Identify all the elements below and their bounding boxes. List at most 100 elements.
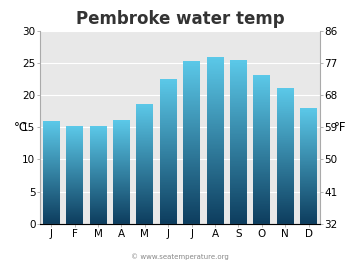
Bar [230,162,247,163]
Bar [183,171,200,172]
Bar [253,92,270,93]
Bar [113,126,130,127]
Bar [136,156,153,157]
Bar [230,67,247,68]
Bar [66,166,83,167]
Bar [183,112,200,113]
Bar [253,125,270,126]
Bar [300,154,317,155]
Bar [253,167,270,168]
Bar [160,191,177,192]
Bar [160,171,177,172]
Bar [300,192,317,193]
Bar [183,125,200,126]
Bar [113,177,130,178]
Bar [277,141,294,142]
Bar [277,213,294,214]
Bar [160,149,177,150]
Bar [230,179,247,180]
Bar [136,192,153,193]
Bar [66,127,83,128]
Bar [66,185,83,186]
Bar [277,120,294,121]
Bar [253,190,270,191]
Bar [90,160,107,161]
Bar [300,117,317,118]
Bar [300,146,317,147]
Bar [230,212,247,213]
Bar [136,122,153,123]
Bar [253,160,270,161]
Bar [66,178,83,179]
Bar [136,131,153,132]
Bar [66,187,83,188]
Bar [183,122,200,123]
Bar [160,99,177,100]
Bar [160,81,177,82]
Bar [230,164,247,165]
Bar [160,221,177,222]
Bar [253,176,270,177]
Bar [90,201,107,202]
Bar [183,110,200,111]
Bar [183,103,200,104]
Bar [66,164,83,165]
Bar [277,106,294,107]
Bar [160,119,177,120]
Bar [207,122,224,123]
Bar [90,140,107,141]
Bar [90,132,107,133]
Bar [207,108,224,109]
Bar [113,187,130,188]
Bar [160,197,177,198]
Bar [277,218,294,219]
Bar [113,206,130,207]
Bar [300,215,317,216]
Bar [183,211,200,212]
Bar [183,162,200,163]
Bar [183,202,200,203]
Bar [253,141,270,142]
Bar [113,146,130,147]
Bar [183,183,200,184]
Bar [43,143,60,144]
Bar [277,113,294,114]
Bar [43,188,60,189]
Bar [113,160,130,161]
Bar [183,168,200,169]
Bar [160,124,177,125]
Bar [160,188,177,189]
Bar [300,176,317,177]
Bar [90,183,107,184]
Bar [277,94,294,95]
Bar [136,184,153,185]
Bar [207,223,224,224]
Bar [183,108,200,109]
Bar [277,93,294,94]
Bar [277,196,294,197]
Bar [136,165,153,166]
Bar [277,214,294,215]
Bar [160,94,177,95]
Bar [230,208,247,209]
Bar [90,171,107,172]
Bar [230,218,247,219]
Bar [136,186,153,187]
Bar [253,90,270,91]
Bar [230,94,247,95]
Bar [183,109,200,110]
Bar [90,154,107,155]
Bar [136,154,153,155]
Bar [207,70,224,71]
Bar [207,120,224,121]
Bar [253,199,270,200]
Bar [300,111,317,112]
Bar [183,147,200,148]
Bar [113,127,130,128]
Bar [113,167,130,168]
Bar [207,208,224,209]
Bar [136,202,153,203]
Bar [43,215,60,216]
Bar [113,180,130,181]
Bar [43,212,60,213]
